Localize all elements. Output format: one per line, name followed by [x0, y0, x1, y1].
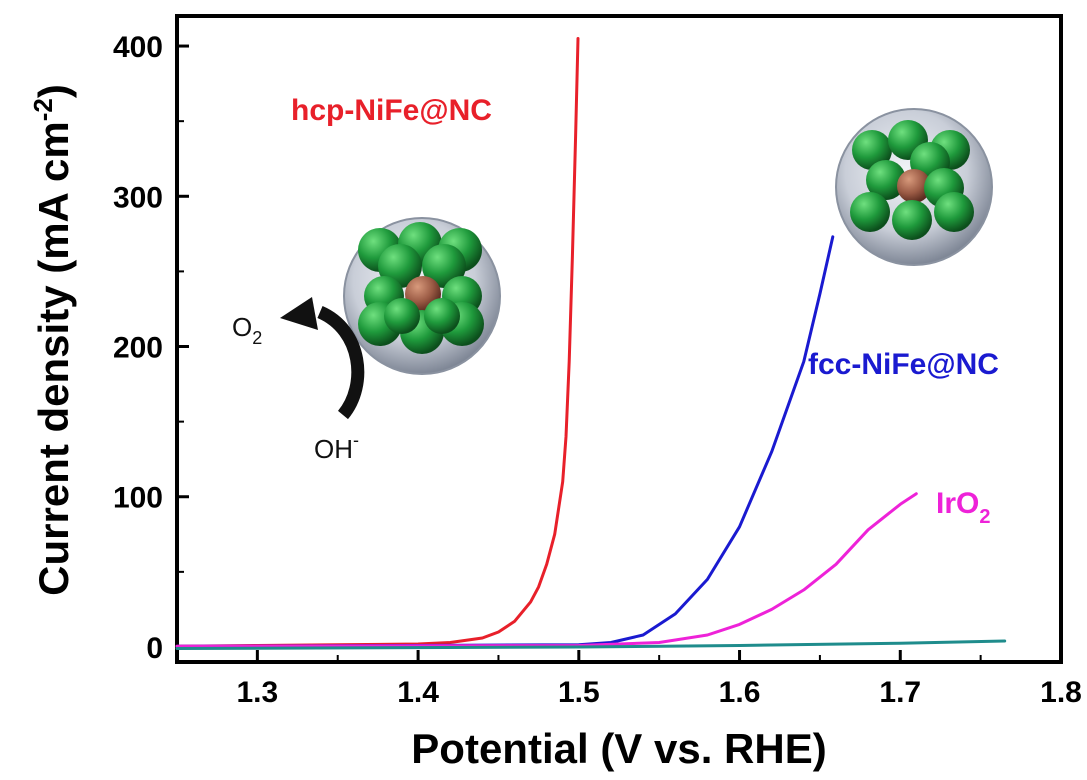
- series-line-3: [175, 639, 1007, 650]
- y-axis-title: Current density (mA cm-2): [28, 84, 77, 596]
- metal-atom: [422, 244, 466, 288]
- series-label-iro2-main: IrO: [936, 487, 979, 520]
- x-tick-label: 1.4: [397, 676, 439, 709]
- x-axis: 1.3 1.4 1.5 1.6 1.7 1.8: [237, 650, 1082, 709]
- metal-atom: [866, 160, 906, 200]
- metal-atom: [852, 130, 892, 170]
- series-group: [175, 37, 1007, 650]
- o2-label-main: O: [232, 312, 252, 342]
- curved-arrow: [317, 306, 365, 420]
- x-tick-label: 1.6: [719, 676, 761, 709]
- y-tick-label: 200: [113, 332, 163, 365]
- x-tick-label: 1.3: [237, 676, 279, 709]
- series-label-iro2-sub: 2: [979, 506, 990, 528]
- reaction-annotation: O2 OH-: [232, 297, 365, 464]
- series-label-iro2: IrO2: [936, 487, 990, 528]
- y-axis-title-close: ): [30, 84, 77, 98]
- y-tick-label: 400: [113, 31, 163, 64]
- plot-frame: [175, 14, 1063, 664]
- series-line-1: [175, 235, 835, 648]
- metal-atom: [384, 298, 420, 334]
- y-tick-label: 0: [146, 632, 163, 665]
- plot-area: [175, 14, 1063, 664]
- y-tick-label: 100: [113, 482, 163, 515]
- x-axis-title: Potential (V vs. RHE): [411, 725, 826, 772]
- series-line-2: [175, 492, 918, 648]
- x-tick-label: 1.5: [558, 676, 600, 709]
- oh-label-main: OH: [314, 434, 353, 464]
- oh-label-sup: -: [353, 430, 359, 450]
- y-tick-label: 300: [113, 181, 163, 214]
- series-label-hcp: hcp-NiFe@NC: [291, 94, 492, 127]
- arrow-head: [280, 297, 318, 330]
- metal-atom: [424, 298, 460, 334]
- oh-label: OH-: [314, 430, 359, 464]
- core-atom: [897, 169, 931, 203]
- hcp-nanoparticle-illustration: [343, 217, 501, 375]
- x-tick-label: 1.7: [879, 676, 921, 709]
- metal-atom: [850, 192, 890, 232]
- series-label-fcc: fcc-NiFe@NC: [808, 348, 999, 381]
- x-tick-label: 1.8: [1040, 676, 1082, 709]
- o2-label-sub: 2: [252, 328, 262, 348]
- y-axis-title-sup: -2: [28, 98, 58, 121]
- metal-atom: [892, 200, 932, 240]
- o2-label: O2: [232, 312, 262, 348]
- fcc-nanoparticle-illustration: [835, 108, 993, 266]
- y-axis-title-main: Current density (mA cm: [30, 121, 77, 596]
- metal-atom: [934, 192, 974, 232]
